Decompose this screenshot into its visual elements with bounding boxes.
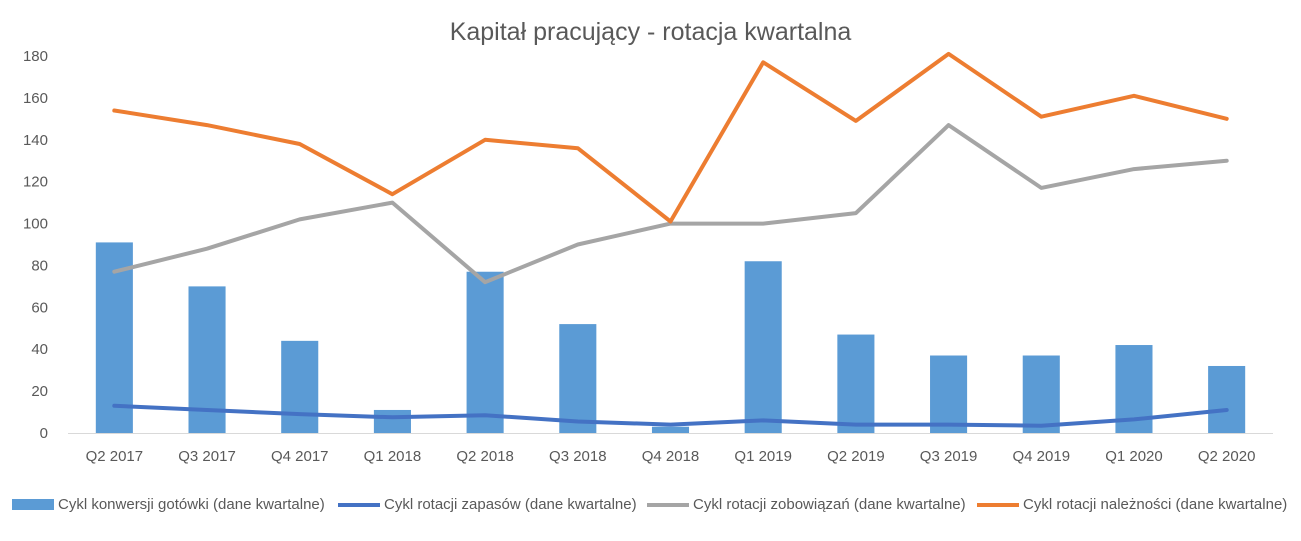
x-tick-label: Q1 2018	[364, 448, 422, 465]
x-tick-label: Q3 2017	[178, 448, 236, 465]
x-tick-label: Q1 2019	[734, 448, 792, 465]
bar	[373, 409, 411, 433]
y-tick-label: 40	[31, 341, 48, 358]
chart-title: Kapitał pracujący - rotacja kwartalna	[449, 18, 852, 46]
x-tick-label: Q4 2017	[271, 448, 329, 465]
bar	[651, 426, 690, 433]
x-tick-label: Q1 2020	[1105, 448, 1163, 465]
legend-item: Cykl konwersji gotówki (dane kwartalne)	[12, 496, 325, 513]
x-tick-label: Q2 2020	[1198, 448, 1256, 465]
series-line	[112, 51, 1229, 224]
bar	[1022, 355, 1060, 433]
x-tick-label: Q3 2019	[920, 448, 978, 465]
bar-series	[95, 242, 1246, 433]
bar	[837, 334, 875, 433]
x-tick-label: Q2 2017	[86, 448, 144, 465]
legend-label: Cykl rotacji należności (dane kwartalne)	[1023, 496, 1288, 513]
legend-label: Cykl rotacji zobowiązań (dane kwartalne)	[693, 496, 966, 513]
y-tick-label: 60	[31, 299, 48, 316]
bar	[466, 271, 504, 433]
line-series	[112, 51, 1229, 428]
legend-swatch	[977, 502, 1019, 507]
y-tick-label: 20	[31, 383, 48, 400]
bar	[744, 261, 782, 433]
y-axis: 0 20 40 60 80 100 120 140 160 180	[23, 48, 48, 442]
legend-item: Cykl rotacji należności (dane kwartalne)	[977, 496, 1287, 513]
legend-label: Cykl konwersji gotówki (dane kwartalne)	[58, 496, 325, 513]
x-tick-label: Q2 2019	[827, 448, 885, 465]
bar	[95, 242, 133, 433]
legend-swatch	[12, 499, 54, 510]
legend: Cykl konwersji gotówki (dane kwartalne) C…	[0, 496, 1301, 520]
y-tick-label: 100	[23, 216, 48, 233]
y-tick-label: 80	[31, 257, 48, 274]
legend-swatch	[647, 502, 689, 507]
y-tick-label: 160	[23, 90, 48, 107]
x-tick-label: Q4 2018	[642, 448, 700, 465]
x-tick-label: Q3 2018	[549, 448, 607, 465]
bar	[281, 340, 319, 433]
legend-label: Cykl rotacji zapasów (dane kwartalne)	[384, 496, 637, 513]
series-line	[112, 123, 1229, 285]
legend-item: Cykl rotacji zobowiązań (dane kwartalne)	[647, 496, 966, 513]
bar	[1208, 365, 1246, 433]
legend-swatch	[338, 502, 380, 507]
bar	[930, 355, 968, 433]
legend-item: Cykl rotacji zapasów (dane kwartalne)	[338, 496, 637, 513]
bar	[559, 324, 597, 433]
y-tick-label: 0	[40, 425, 48, 442]
x-tick-label: Q2 2018	[456, 448, 514, 465]
series-line	[112, 403, 1229, 428]
y-tick-label: 180	[23, 48, 48, 65]
x-axis: Q2 2017 Q3 2017 Q4 2017 Q1 2018 Q2 2018 Q3 20…	[68, 433, 1273, 465]
y-tick-label: 120	[23, 174, 48, 191]
x-tick-label: Q4 2019	[1012, 448, 1070, 465]
y-tick-label: 140	[23, 132, 48, 149]
